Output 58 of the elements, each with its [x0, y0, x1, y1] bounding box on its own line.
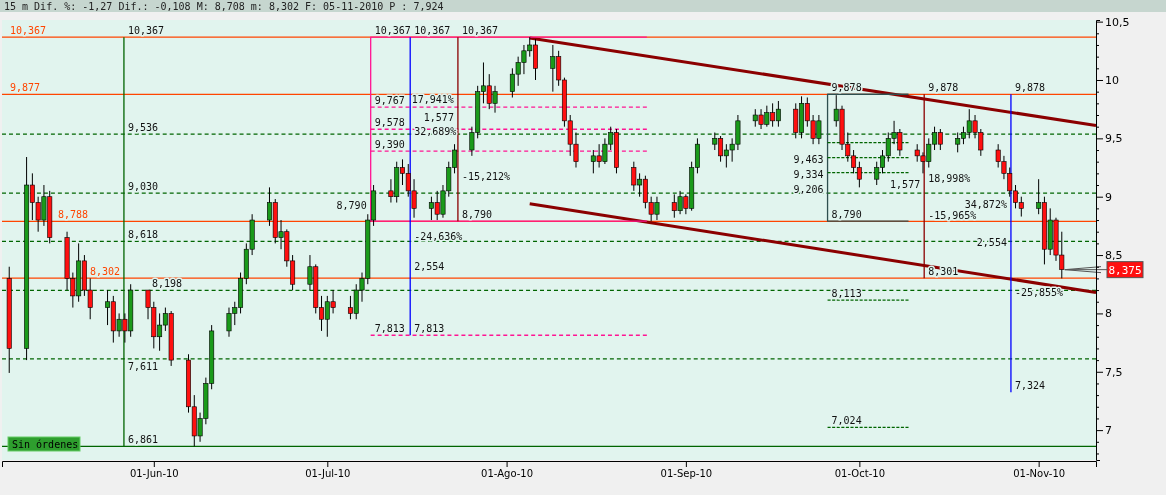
annotation: 6,861 [127, 434, 159, 446]
y-tick-label: 8 [1105, 307, 1112, 321]
annotation: 7,324 [1014, 380, 1046, 392]
annotation: 8,790 [831, 209, 862, 221]
annotation: 9,878 [1014, 82, 1046, 94]
y-tick-label: 8,5 [1105, 249, 1123, 263]
annotation: -24,636% [414, 231, 463, 243]
x-tick-label: 01-Jun-10 [129, 468, 179, 480]
annotation: 17,941% [411, 93, 454, 105]
y-tick-label: 10 [1105, 74, 1119, 88]
ref-line-label: 10,367 [10, 25, 47, 37]
ref-line-label: 9,536 [127, 122, 159, 134]
annotation: 8,113 [831, 288, 862, 300]
annotation: 7,024 [831, 415, 862, 427]
annotation: 10,367 [461, 25, 499, 37]
annotation: 10,367 [127, 25, 165, 37]
y-tick-label: 9,5 [1105, 132, 1123, 146]
x-tick-label: 01-Jul-10 [305, 468, 351, 480]
chart-title: 15 m Dif. %: -1,27 Dif.: -0,108 M: 8,708 m: 8,302 F: 05-11-2010 P : 7,924 [4, 1, 444, 12]
annotation: 1,577 [423, 111, 454, 123]
annotation: -25,855% [1014, 287, 1064, 299]
annotation: 9,578 [374, 117, 405, 129]
annotation: 9,463 [793, 153, 824, 165]
ref-line-label: 9,030 [127, 181, 159, 193]
x-tick-label: 01-Sep-10 [660, 468, 713, 480]
annotation: 9,390 [374, 139, 405, 151]
annotation: 2,554 [414, 260, 445, 272]
annotation: 8,375 [1108, 263, 1142, 277]
ref-line-label: 8,198 [151, 278, 183, 290]
y-tick-label: 10,5 [1105, 15, 1130, 29]
annotation: 2,554 [976, 237, 1007, 249]
ref-line-label: 8,302 [90, 266, 121, 278]
annotation: 9,334 [793, 168, 824, 180]
annotation: 10,367 [374, 25, 411, 37]
x-tick-label: 01-Nov-10 [1013, 468, 1066, 480]
ref-line-label: 8,788 [58, 209, 89, 221]
x-tick-label: 01-Ago-10 [481, 468, 534, 480]
annotation: 9,767 [374, 95, 405, 107]
annotation: -15,212% [461, 170, 511, 182]
annotation: 9,878 [928, 82, 959, 94]
ref-line-label: 7,611 [127, 360, 159, 372]
annotation: -15,965% [928, 210, 977, 222]
y-tick-label: 7 [1105, 424, 1112, 438]
y-tick-label: 9 [1105, 190, 1112, 204]
annotation: 9,206 [793, 183, 824, 195]
x-tick-label: 01-Oct-10 [834, 468, 885, 480]
ref-line-label: 9,877 [10, 82, 41, 94]
ref-line-label: 8,618 [127, 229, 159, 241]
annotation: 7,813 [414, 323, 445, 335]
annotation: 18,998% [928, 172, 971, 184]
annotation: 8,790 [461, 209, 493, 221]
annotation: 34,872% [964, 198, 1007, 210]
annotation: 10,367 [414, 25, 451, 37]
annotation: 7,813 [374, 323, 405, 335]
y-tick-label: 7,5 [1105, 365, 1123, 379]
annotation: 1,577 [890, 178, 921, 190]
annotation: Sin órdenes [12, 439, 79, 450]
annotation: 8,790 [336, 200, 367, 212]
